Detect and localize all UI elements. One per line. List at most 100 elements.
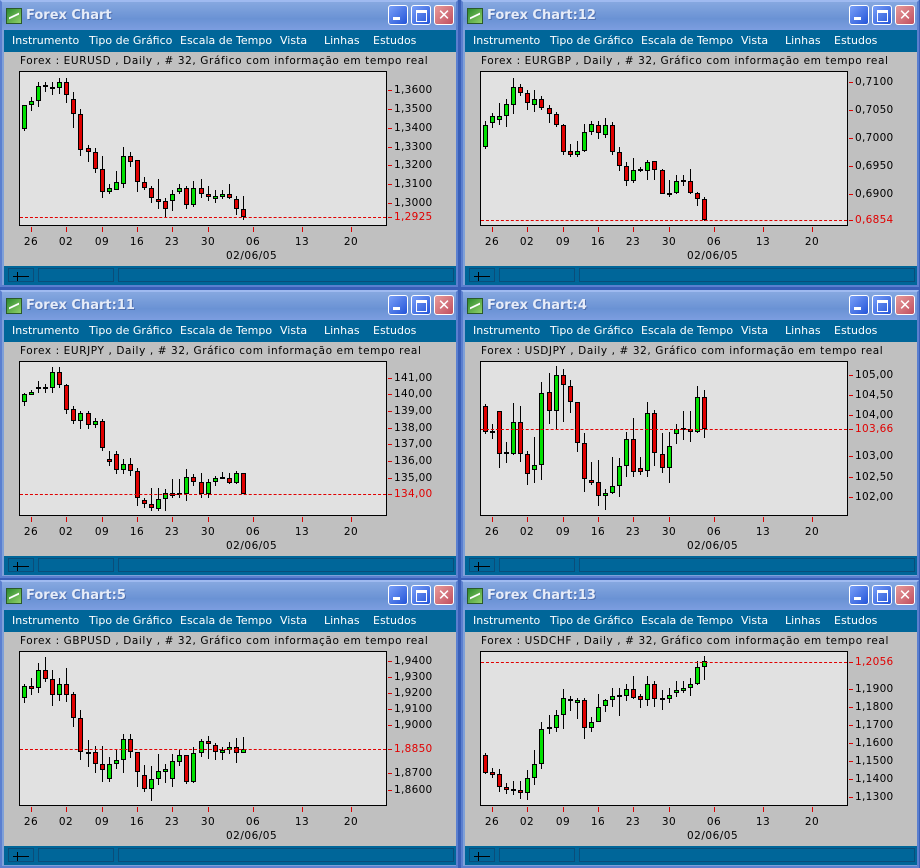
y-tick (849, 497, 853, 499)
menu-tipo-de-grafico[interactable]: Tipo de Gráfico (550, 324, 634, 337)
menu-instrumento[interactable]: Instrumento (473, 324, 541, 337)
menu-escala-de-tempo[interactable]: Escala de Tempo (180, 324, 273, 337)
menu-linhas[interactable]: Linhas (324, 324, 360, 337)
chart-plot-area[interactable] (19, 651, 387, 806)
menu-estudos[interactable]: Estudos (834, 324, 878, 337)
y-tick (388, 693, 392, 695)
x-tick-label: 09 (94, 236, 110, 248)
menu-escala-de-tempo[interactable]: Escala de Tempo (180, 614, 273, 627)
x-tick (563, 227, 564, 232)
x-tick (302, 807, 303, 812)
menu-estudos[interactable]: Estudos (373, 324, 417, 337)
title-bar[interactable]: Forex Chart:4 ✕ (463, 292, 917, 320)
candle-body-up (170, 193, 176, 202)
close-button[interactable]: ✕ (895, 295, 915, 315)
chart-plot-area[interactable] (19, 361, 387, 516)
menu-escala-de-tempo[interactable]: Escala de Tempo (180, 34, 273, 47)
menu-linhas[interactable]: Linhas (785, 614, 821, 627)
menu-linhas[interactable]: Linhas (324, 34, 360, 47)
x-tick-label: 06 (706, 816, 722, 828)
menu-instrumento[interactable]: Instrumento (12, 34, 80, 47)
menu-estudos[interactable]: Estudos (834, 614, 878, 627)
candle-body-down (85, 412, 91, 426)
candle-body-down (497, 774, 503, 788)
crosshair-tool-button[interactable] (469, 558, 495, 572)
candle (638, 652, 644, 805)
menu-instrumento[interactable]: Instrumento (473, 614, 541, 627)
maximize-button[interactable] (872, 295, 892, 315)
menu-vista[interactable]: Vista (741, 324, 769, 337)
maximize-button[interactable] (411, 585, 431, 605)
menu-instrumento[interactable]: Instrumento (12, 324, 80, 337)
maximize-button[interactable] (872, 585, 892, 605)
menu-vista[interactable]: Vista (280, 34, 308, 47)
menu-linhas[interactable]: Linhas (324, 614, 360, 627)
title-bar[interactable]: Forex Chart ✕ (2, 2, 456, 30)
chart-plot-area[interactable] (480, 361, 848, 516)
candle (57, 362, 63, 515)
maximize-button[interactable] (872, 5, 892, 25)
menu-instrumento[interactable]: Instrumento (473, 34, 541, 47)
title-bar[interactable]: Forex Chart:13 ✕ (463, 582, 917, 610)
chart-plot-area[interactable] (480, 651, 848, 806)
close-button[interactable]: ✕ (434, 5, 454, 25)
menu-vista[interactable]: Vista (280, 324, 308, 337)
crosshair-tool-button[interactable] (8, 558, 34, 572)
title-bar[interactable]: Forex Chart:12 ✕ (463, 2, 917, 30)
chart-plot-area[interactable] (480, 71, 848, 226)
title-bar[interactable]: Forex Chart:11 ✕ (2, 292, 456, 320)
minimize-button[interactable] (849, 5, 869, 25)
menu-escala-de-tempo[interactable]: Escala de Tempo (641, 34, 734, 47)
candle (624, 72, 630, 225)
minimize-button[interactable] (388, 295, 408, 315)
crosshair-tool-button[interactable] (469, 268, 495, 282)
menu-estudos[interactable]: Estudos (373, 34, 417, 47)
menu-linhas[interactable]: Linhas (785, 34, 821, 47)
close-button[interactable]: ✕ (434, 585, 454, 605)
candle-wick (158, 753, 160, 786)
menu-vista[interactable]: Vista (741, 34, 769, 47)
menu-tipo-de-grafico[interactable]: Tipo de Gráfico (550, 34, 634, 47)
maximize-button[interactable] (411, 5, 431, 25)
candle-body-down (588, 479, 594, 483)
menu-vista[interactable]: Vista (741, 614, 769, 627)
menu-tipo-de-grafico[interactable]: Tipo de Gráfico (550, 614, 634, 627)
x-tick-label: 13 (755, 816, 771, 828)
x-tick-label: 13 (755, 526, 771, 538)
candle (226, 362, 232, 515)
maximize-button[interactable] (411, 295, 431, 315)
menu-estudos[interactable]: Estudos (834, 34, 878, 47)
minimize-button[interactable] (849, 585, 869, 605)
crosshair-tool-button[interactable] (8, 848, 34, 862)
menu-tipo-de-grafico[interactable]: Tipo de Gráfico (89, 324, 173, 337)
menu-instrumento[interactable]: Instrumento (12, 614, 80, 627)
candle-wick (534, 436, 536, 484)
minimize-button[interactable] (849, 295, 869, 315)
y-tick-label: 1,3600 (394, 83, 433, 96)
candle-body-down (560, 374, 566, 385)
candle-body-down (226, 477, 232, 484)
candle-wick (221, 747, 223, 761)
menu-vista[interactable]: Vista (280, 614, 308, 627)
menu-estudos[interactable]: Estudos (373, 614, 417, 627)
chart-plot-area[interactable] (19, 71, 387, 226)
close-button[interactable]: ✕ (434, 295, 454, 315)
candle-body-down (574, 401, 580, 444)
y-tick-label: 137,00 (394, 438, 433, 451)
close-button[interactable]: ✕ (895, 5, 915, 25)
menu-escala-de-tempo[interactable]: Escala de Tempo (641, 324, 734, 337)
close-button[interactable]: ✕ (895, 585, 915, 605)
crosshair-tool-button[interactable] (469, 848, 495, 862)
crosshair-tool-button[interactable] (8, 268, 34, 282)
y-tick-label: 1,1400 (855, 773, 894, 786)
menu-tipo-de-grafico[interactable]: Tipo de Gráfico (89, 614, 173, 627)
candle (106, 362, 112, 515)
menu-tipo-de-grafico[interactable]: Tipo de Gráfico (89, 34, 173, 47)
minimize-button[interactable] (388, 585, 408, 605)
menu-escala-de-tempo[interactable]: Escala de Tempo (641, 614, 734, 627)
menu-linhas[interactable]: Linhas (785, 324, 821, 337)
title-bar[interactable]: Forex Chart:5 ✕ (2, 582, 456, 610)
candle-body-down (617, 151, 623, 166)
candle (518, 652, 524, 805)
minimize-button[interactable] (388, 5, 408, 25)
